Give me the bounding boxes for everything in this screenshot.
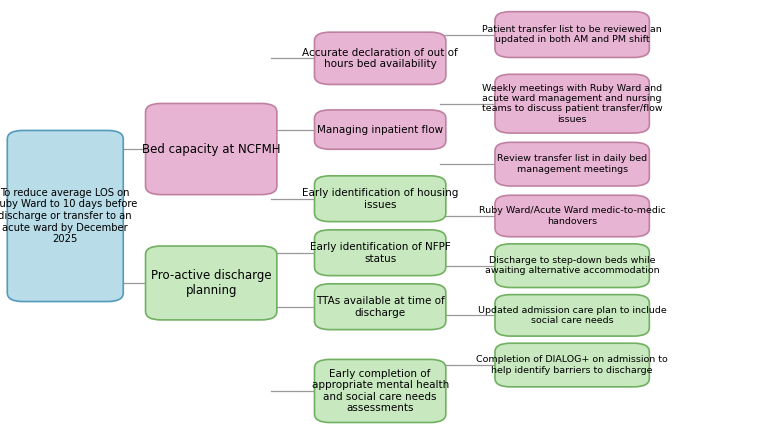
Text: Weekly meetings with Ruby Ward and
acute ward management and nursing
teams to di: Weekly meetings with Ruby Ward and acute…: [482, 83, 663, 124]
Text: Completion of DIALOG+ on admission to
help identify barriers to discharge: Completion of DIALOG+ on admission to he…: [476, 356, 668, 375]
FancyBboxPatch shape: [315, 284, 445, 330]
Text: Early identification of NFPF
status: Early identification of NFPF status: [310, 242, 451, 264]
FancyBboxPatch shape: [315, 32, 445, 85]
Text: To reduce average LOS on
Ruby Ward to 10 days before
discharge or transfer to an: To reduce average LOS on Ruby Ward to 10…: [0, 188, 137, 244]
FancyBboxPatch shape: [146, 246, 276, 320]
Text: TTAs available at time of
discharge: TTAs available at time of discharge: [316, 296, 445, 318]
FancyBboxPatch shape: [8, 130, 124, 302]
FancyBboxPatch shape: [495, 143, 649, 186]
Text: Ruby Ward/Acute Ward medic-to-medic
handovers: Ruby Ward/Acute Ward medic-to-medic hand…: [478, 206, 666, 226]
FancyBboxPatch shape: [495, 295, 649, 336]
Text: Early completion of
appropriate mental health
and social care needs
assessments: Early completion of appropriate mental h…: [312, 368, 449, 413]
Text: Managing inpatient flow: Managing inpatient flow: [317, 124, 443, 135]
Text: Updated admission care plan to include
social care needs: Updated admission care plan to include s…: [478, 306, 667, 325]
Text: Discharge to step-down beds while
awaiting alternative accommodation: Discharge to step-down beds while awaiti…: [485, 256, 660, 275]
Text: Early identification of housing
issues: Early identification of housing issues: [302, 188, 458, 210]
Text: Patient transfer list to be reviewed an
updated in both AM and PM shift: Patient transfer list to be reviewed an …: [482, 25, 662, 44]
Text: Accurate declaration of out of
hours bed availability: Accurate declaration of out of hours bed…: [303, 48, 458, 69]
FancyBboxPatch shape: [315, 110, 445, 149]
Text: Review transfer list in daily bed
management meetings: Review transfer list in daily bed manage…: [497, 155, 647, 174]
FancyBboxPatch shape: [315, 230, 445, 276]
FancyBboxPatch shape: [315, 176, 445, 222]
FancyBboxPatch shape: [495, 74, 649, 133]
FancyBboxPatch shape: [146, 104, 276, 194]
Text: Bed capacity at NCFMH: Bed capacity at NCFMH: [142, 143, 280, 156]
FancyBboxPatch shape: [495, 244, 649, 288]
FancyBboxPatch shape: [495, 343, 649, 387]
Text: Pro-active discharge
planning: Pro-active discharge planning: [151, 269, 272, 297]
FancyBboxPatch shape: [315, 359, 445, 422]
FancyBboxPatch shape: [495, 12, 649, 57]
FancyBboxPatch shape: [495, 195, 649, 237]
